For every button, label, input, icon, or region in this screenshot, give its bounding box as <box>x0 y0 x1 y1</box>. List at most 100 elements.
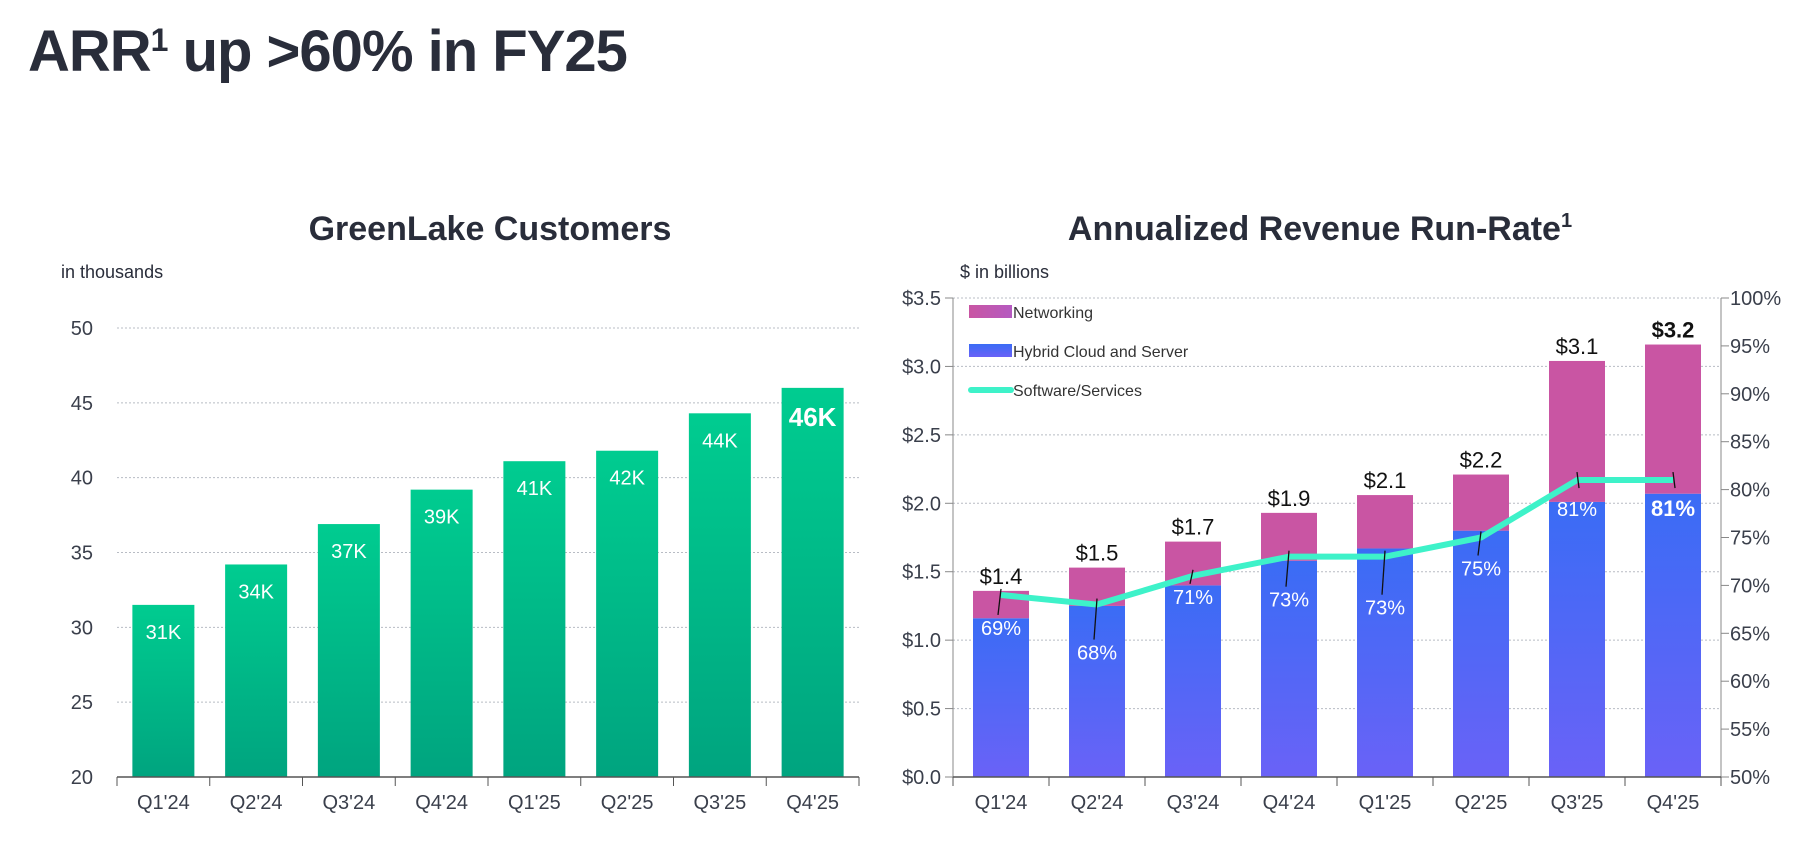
bar-networking <box>1453 474 1509 531</box>
y2-tick-label: 100% <box>1730 288 1781 310</box>
y2-tick-label: 60% <box>1730 671 1770 693</box>
bar-hybrid-cloud <box>1357 548 1413 777</box>
y2-tick-label: 70% <box>1730 575 1770 597</box>
bar-data-label: 41K <box>517 478 553 500</box>
x-tick-label: Q2'24 <box>1071 792 1124 814</box>
y2-tick-label: 55% <box>1730 719 1770 741</box>
bar <box>688 413 751 777</box>
y-tick-label: $3.0 <box>902 356 941 378</box>
customers-title-text: GreenLake Customers <box>308 210 672 248</box>
percent-label: 68% <box>1077 643 1117 665</box>
percent-label: 75% <box>1461 559 1501 581</box>
total-label: $1.7 <box>1172 515 1215 540</box>
y2-tick-label: 50% <box>1730 767 1770 789</box>
percent-label: 81% <box>1651 496 1695 521</box>
arr-title-text: Annualized Revenue Run-Rate <box>1067 210 1561 248</box>
y-tick-label: 45 <box>71 393 93 415</box>
leader-line <box>1381 550 1386 595</box>
y-tick-label: $2.0 <box>902 493 941 515</box>
title-footnote: 1 <box>150 22 169 58</box>
leader-line <box>997 588 1002 616</box>
x-tick-label: Q4'24 <box>1263 792 1316 814</box>
bar <box>132 604 195 777</box>
software-services-line <box>1000 477 1673 608</box>
leader-line <box>1672 471 1676 489</box>
bar-data-label: 31K <box>146 622 182 644</box>
y-tick-label: $2.5 <box>902 425 941 447</box>
legend-networking-label: Networking <box>1013 305 1093 322</box>
x-tick-label: Q4'25 <box>786 792 839 814</box>
total-label: $2.2 <box>1460 448 1503 473</box>
bar-data-label: 44K <box>702 430 738 452</box>
x-tick-label: Q4'25 <box>1647 792 1700 814</box>
y-tick-label: 50 <box>71 318 93 340</box>
title-text: ARR <box>28 19 152 84</box>
y2-tick-label: 65% <box>1730 623 1770 645</box>
percent-label: 69% <box>981 618 1021 640</box>
bar-hybrid-cloud <box>1453 530 1509 777</box>
x-tick-label: Q2'25 <box>1455 792 1508 814</box>
leader-line <box>1285 550 1290 587</box>
bar-hybrid-cloud <box>973 618 1029 777</box>
leader-line <box>1576 471 1580 489</box>
bar-hybrid-cloud <box>1645 493 1701 777</box>
bar <box>596 450 659 777</box>
total-label: $1.4 <box>980 564 1023 589</box>
bar <box>503 461 566 777</box>
y-tick-label: $1.5 <box>902 562 941 584</box>
bar-networking <box>1645 344 1701 494</box>
y2-tick-label: 85% <box>1730 432 1770 454</box>
leader-line <box>1189 569 1194 584</box>
x-tick-label: Q1'24 <box>975 792 1028 814</box>
legend-hybrid-label: Hybrid Cloud and Server <box>1013 344 1189 361</box>
bar-data-label: 34K <box>238 581 274 603</box>
page-title: ARR1 up >60% in FY25 <box>28 18 628 85</box>
percent-label: 73% <box>1365 598 1405 620</box>
x-tick-label: Q2'25 <box>601 792 654 814</box>
y-tick-label: $3.5 <box>902 288 941 310</box>
customers-chart-title: GreenLake Customers <box>200 210 780 249</box>
y2-tick-label: 90% <box>1730 384 1770 406</box>
arr-unit-label: $ in billions <box>960 262 1050 282</box>
y-tick-label: 35 <box>71 543 93 565</box>
percent-label: 71% <box>1173 587 1213 609</box>
bar-hybrid-cloud <box>1261 560 1317 777</box>
bar-data-label: 37K <box>331 541 367 563</box>
y-tick-label: $0.0 <box>902 767 941 789</box>
total-label: $1.9 <box>1268 486 1311 511</box>
leader-line <box>1477 531 1482 556</box>
x-tick-label: Q3'24 <box>323 792 376 814</box>
legend-software-label: Software/Services <box>1013 383 1142 400</box>
x-tick-label: Q3'25 <box>694 792 747 814</box>
y2-tick-label: 80% <box>1730 480 1770 502</box>
bar-hybrid-cloud <box>1165 585 1221 777</box>
x-tick-label: Q1'24 <box>137 792 190 814</box>
y-tick-label: 40 <box>71 468 93 490</box>
x-tick-label: Q1'25 <box>508 792 561 814</box>
arr-title-footnote: 1 <box>1560 210 1573 232</box>
percent-label: 81% <box>1557 499 1597 521</box>
bar <box>410 489 473 777</box>
total-label: $2.1 <box>1364 468 1407 493</box>
bar <box>225 564 288 777</box>
x-tick-label: Q3'24 <box>1167 792 1220 814</box>
bar <box>781 387 844 777</box>
bar-hybrid-cloud <box>1549 501 1605 777</box>
bar-data-label: 39K <box>424 507 460 529</box>
y-tick-label: 25 <box>71 692 93 714</box>
bar-data-label: 42K <box>609 468 645 490</box>
y2-tick-label: 75% <box>1730 528 1770 550</box>
percent-label: 73% <box>1269 590 1309 612</box>
total-label: $1.5 <box>1076 541 1119 566</box>
bar-hybrid-cloud <box>1069 605 1125 777</box>
bar-data-label: 46K <box>789 402 837 432</box>
legend-networking-swatch <box>969 305 1012 318</box>
bar-networking <box>1357 495 1413 549</box>
bar <box>317 524 380 777</box>
legend-hybrid-swatch <box>969 344 1012 357</box>
y-tick-label: 20 <box>71 767 93 789</box>
x-tick-label: Q4'24 <box>415 792 468 814</box>
y-tick-label: 30 <box>71 617 93 639</box>
customers-unit-label: in thousands <box>61 262 164 282</box>
